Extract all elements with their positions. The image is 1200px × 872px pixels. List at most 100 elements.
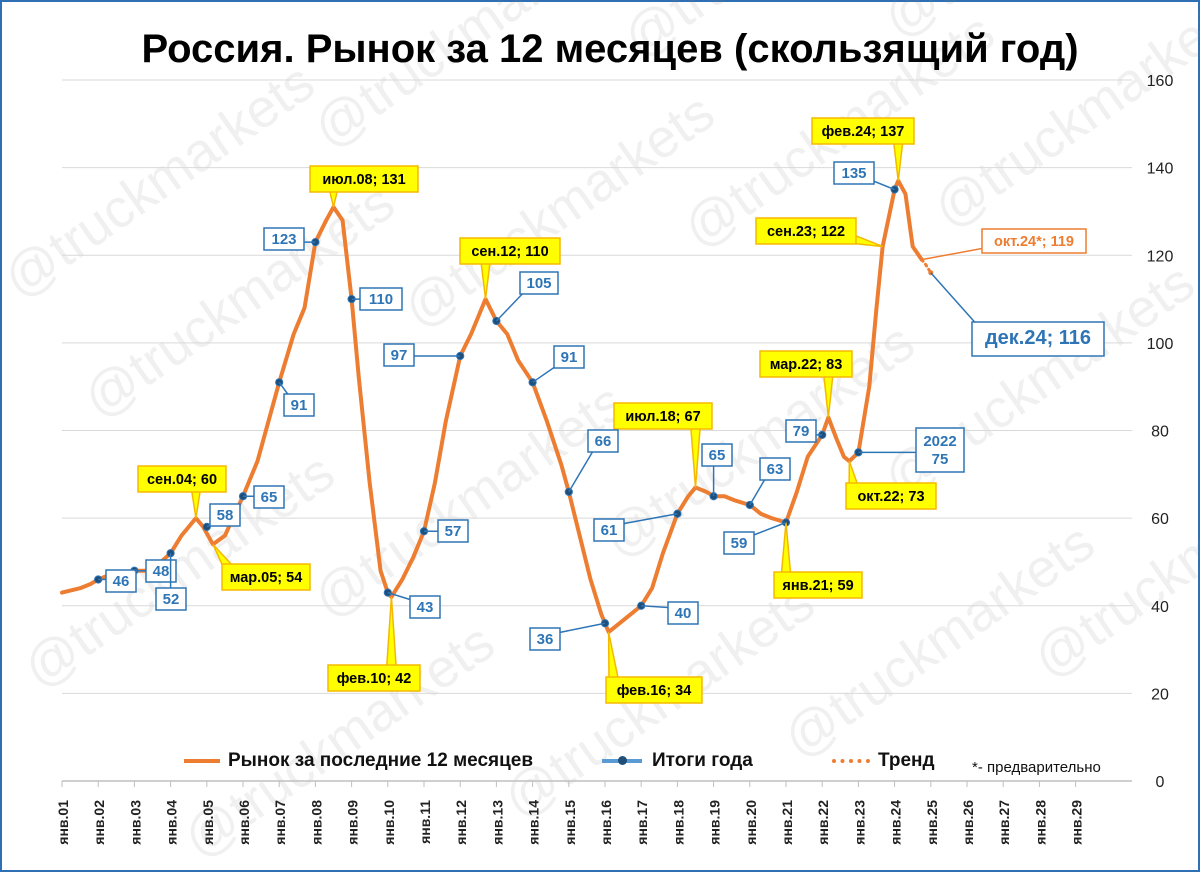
y-tick-label: 20: [1151, 686, 1169, 703]
x-tick-label: янв.13: [489, 800, 505, 845]
x-tick-label: янв.10: [381, 800, 397, 845]
series-trend-line: [920, 258, 933, 275]
x-tick-label: янв.16: [598, 800, 614, 845]
callout-extreme: фев.16; 34: [605, 631, 703, 704]
callout-label: 43: [417, 599, 434, 616]
y-tick-label: 120: [1147, 248, 1174, 265]
callout-label: 65: [261, 489, 278, 506]
callout-extreme: июл.08; 131: [309, 165, 419, 208]
callout-leader: [551, 622, 606, 635]
callout-box: [613, 402, 713, 430]
x-tick-label: янв.18: [670, 800, 686, 845]
callout-label: дек.24; 116: [985, 327, 1091, 349]
callout-label: 97: [391, 347, 408, 364]
callout-year-total: 66: [568, 429, 619, 493]
callout-box: [283, 393, 315, 417]
x-tick-label: янв.03: [127, 800, 143, 845]
x-tick-label: янв.23: [851, 800, 867, 845]
callout-label: 57: [445, 523, 462, 540]
y-tick-label: 140: [1147, 161, 1174, 178]
callout-label: 46: [113, 573, 130, 590]
callout-year-total: 57: [424, 519, 469, 543]
callout-label: сен.12; 110: [471, 244, 548, 260]
callout-year-total: 91: [532, 345, 585, 383]
y-tick-label: 80: [1151, 424, 1169, 441]
callout-label: сен.23; 122: [767, 224, 845, 240]
x-tick-label: янв.01: [55, 800, 71, 845]
x-tick-label: янв.15: [562, 800, 578, 845]
callout-year-total: 79: [785, 419, 823, 443]
callout-extreme: мар.22; 83: [759, 350, 853, 418]
callout-label: 105: [526, 275, 551, 292]
callout-box: [437, 519, 469, 543]
callout-label: 2022: [923, 433, 956, 450]
callout-label: янв.21; 59: [782, 578, 853, 594]
callout-year-total: 40: [641, 601, 699, 625]
callout-label: 52: [163, 591, 180, 608]
callout-label: сен.04; 60: [147, 472, 217, 488]
callout-label: 40: [675, 605, 692, 622]
callout-box: [263, 227, 305, 251]
x-tick-label: янв.08: [308, 800, 324, 845]
callout-year-total: 36: [529, 622, 606, 651]
callout-extreme: янв.21; 59: [773, 522, 863, 599]
callout-box: [587, 429, 619, 453]
callout-box: [137, 465, 227, 493]
x-tick-label: янв.07: [272, 800, 288, 845]
legend-swatch-orange-line: [184, 759, 220, 763]
callout-year-total: 105: [495, 271, 559, 322]
x-tick-label: янв.24: [888, 800, 904, 845]
y-tick-label: 60: [1151, 511, 1169, 528]
callout-label: 123: [271, 231, 296, 248]
x-tick-label: янв.05: [200, 800, 216, 845]
callout-label: июл.18; 67: [625, 409, 700, 425]
callout-box: [145, 559, 177, 583]
x-tick-label: янв.12: [453, 800, 469, 845]
legend-item-year-totals: Итоги года: [602, 746, 753, 776]
callout-pointer: [780, 522, 792, 579]
x-tick-label: янв.04: [164, 800, 180, 845]
callout-leader: [568, 445, 597, 493]
callout-label: 36: [537, 631, 554, 648]
callout-box: [667, 601, 699, 625]
callout-box: [759, 457, 791, 481]
callout-box: [155, 587, 187, 611]
callout-box: [981, 228, 1087, 254]
callout-box: [845, 482, 937, 510]
y-tick-label: 40: [1151, 599, 1169, 616]
x-tick-label: янв.27: [996, 800, 1012, 845]
legend-item-trend: Тренд: [832, 746, 935, 776]
callout-label: 61: [601, 522, 618, 539]
callout-extreme: сен.12; 110: [459, 237, 561, 300]
callout-box: [971, 321, 1105, 357]
callout-box: [759, 350, 853, 378]
callout-year-total: 63: [749, 457, 791, 506]
callout-label: 63: [767, 461, 784, 478]
x-tick-label: янв.22: [815, 800, 831, 845]
callout-year-total: 58: [206, 503, 241, 528]
callout-label: 58: [217, 507, 234, 524]
watermark-text: @truckmarkets: [302, 372, 634, 630]
callout-pointer: [385, 596, 398, 672]
callout-label: 66: [595, 433, 612, 450]
callout-label: 59: [731, 535, 748, 552]
callout-box: [253, 485, 285, 509]
callout-box: [593, 518, 625, 542]
callout-box: [359, 287, 403, 311]
x-tick-label: янв.11: [417, 800, 433, 844]
callout-box: [309, 165, 419, 193]
callout-trend: дек.24; 116: [930, 272, 1105, 357]
legend-label-year-totals: Итоги года: [652, 750, 753, 771]
x-tick-label: янв.09: [345, 800, 361, 845]
x-tick-label: янв.06: [236, 800, 252, 845]
callout-box: [723, 531, 755, 555]
callout-box: [553, 345, 585, 369]
legend-label-market: Рынок за последние 12 месяцев: [228, 750, 534, 771]
callout-year-total: 97: [383, 343, 461, 367]
x-tick-label: янв.26: [960, 800, 976, 845]
callout-label: мар.05; 54: [230, 570, 303, 586]
callout-extreme: окт.22; 73: [845, 460, 937, 510]
callout-year-total: 65: [243, 485, 285, 509]
